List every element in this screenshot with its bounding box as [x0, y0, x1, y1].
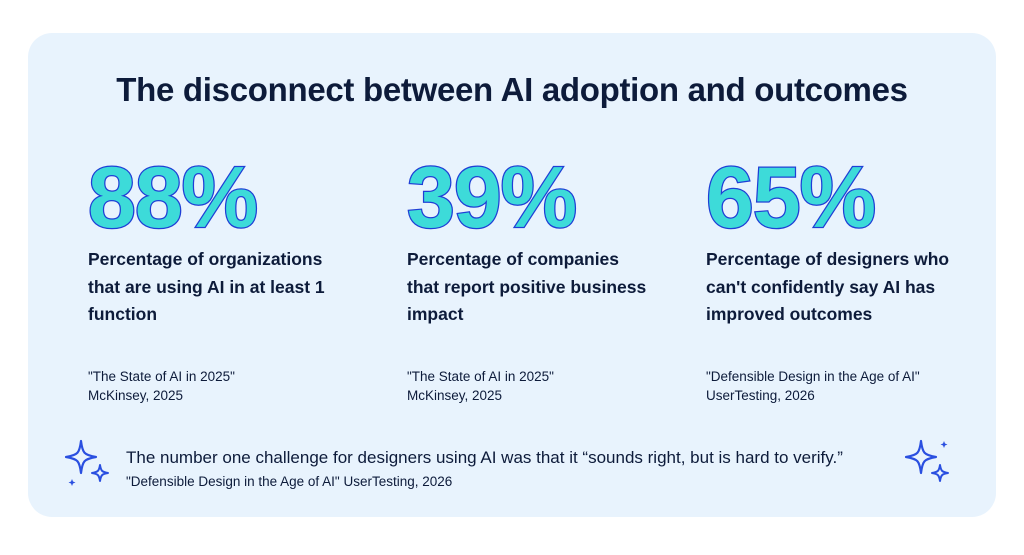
- stat-value: 39%: [406, 150, 579, 246]
- stat-description: Percentage of companies that report posi…: [407, 249, 647, 324]
- page-title: The disconnect between AI adoption and o…: [116, 71, 908, 108]
- stat-description: Percentage of organizations that are usi…: [88, 249, 325, 324]
- quote-citation: "Defensible Design in the Age of AI" Use…: [126, 474, 453, 489]
- source-title: "The State of AI in 2025": [88, 369, 235, 384]
- sparkle-icon-left: [64, 439, 109, 486]
- stat-block-impact: 39% Percentage of companies that report …: [406, 150, 697, 403]
- quote-text: The number one challenge for designers u…: [126, 448, 843, 467]
- infographic-card: The disconnect between AI adoption and o…: [28, 33, 996, 517]
- source-title: "Defensible Design in the Age of AI": [706, 369, 920, 384]
- source-org: McKinsey, 2025: [407, 388, 503, 403]
- source-title: "The State of AI in 2025": [407, 369, 554, 384]
- challenge-quote: The number one challenge for designers u…: [126, 447, 906, 492]
- stat-value: 88%: [87, 150, 260, 246]
- sparkle-icon-right: [904, 439, 949, 482]
- stat-source: "The State of AI in 2025" McKinsey, 2025: [407, 367, 554, 405]
- stat-source: "The State of AI in 2025" McKinsey, 2025: [88, 367, 235, 405]
- stat-block-adoption: 88% Percentage of organizations that are…: [87, 150, 378, 403]
- stat-source: "Defensible Design in the Age of AI" Use…: [706, 367, 920, 405]
- stat-block-outcomes: 65% Percentage of designers who can't co…: [705, 150, 996, 403]
- source-org: McKinsey, 2025: [88, 388, 184, 403]
- stat-value: 65%: [705, 150, 878, 246]
- source-org: UserTesting, 2026: [706, 388, 815, 403]
- stat-description: Percentage of designers who can't confid…: [706, 249, 950, 324]
